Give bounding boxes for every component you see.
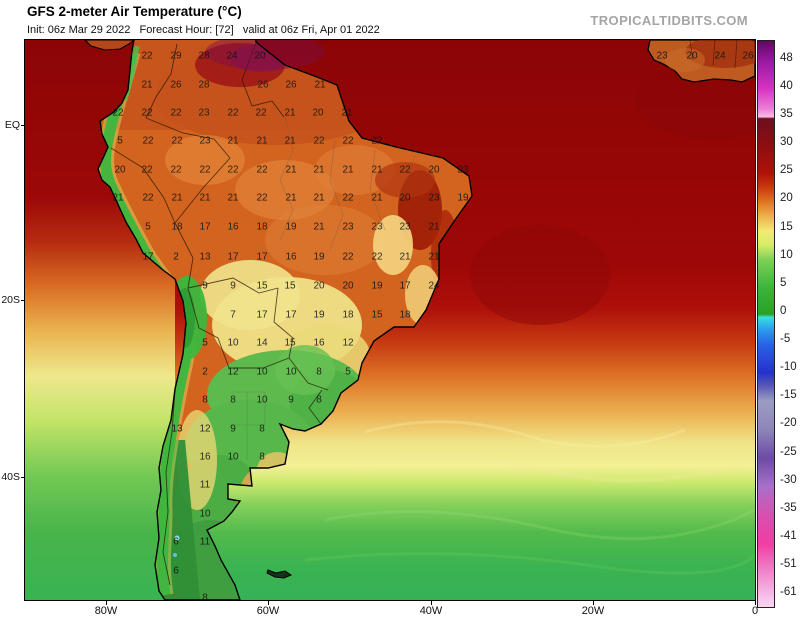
- lon-label-20w: 20W: [581, 605, 605, 617]
- caribbean-purple-patch: [205, 40, 325, 70]
- map-area[interactable]: 22 29 28 24 20 23 20 24 26 21 26 28 26 26 21 22 22 22 23 22…: [24, 39, 756, 601]
- init-forecast-line: Init: 06z Mar 29 2022 Forecast Hour: [72…: [27, 24, 380, 36]
- falkland-islands: [266, 569, 293, 579]
- lat-tick: [21, 125, 25, 126]
- south-america-coastline: [97, 40, 473, 600]
- colorbar-label-5: 5: [780, 277, 787, 289]
- lat-label-eq: EQ: [4, 119, 20, 131]
- lon-tick: [593, 601, 594, 605]
- south-america-temperature-map: [25, 40, 755, 600]
- lon-label-40w: 40W: [419, 605, 443, 617]
- lat-label-20s: 20S: [1, 294, 20, 306]
- colorbar-label-35: 35: [780, 108, 793, 120]
- lat-tick: [21, 477, 25, 478]
- lon-tick: [431, 601, 432, 605]
- colorbar-label--30: -30: [780, 474, 797, 486]
- warm-atlantic-blob: [470, 225, 610, 325]
- colorbar-label--20: -20: [780, 417, 797, 429]
- colorbar-label--51: -51: [780, 558, 797, 570]
- colorbar-label--35: -35: [780, 502, 797, 514]
- colorbar-label-10: 10: [780, 249, 793, 261]
- colorbar-label--61: -61: [780, 586, 797, 598]
- page-title: GFS 2-meter Air Temperature (°C): [27, 4, 242, 19]
- colorbar: [757, 40, 775, 608]
- colorbar-label-20: 20: [780, 192, 793, 204]
- admin-borders: [230, 116, 416, 460]
- colorbar-label-48: 48: [780, 52, 793, 64]
- watermark-tropicaltidbits: TROPICALTIDBITS.COM: [590, 13, 748, 28]
- colorbar-label--5: -5: [780, 333, 791, 345]
- colorbar-label-40: 40: [780, 80, 793, 92]
- colorbar-label--15: -15: [780, 389, 797, 401]
- lon-tick: [106, 601, 107, 605]
- colorbar-label--25: -25: [780, 446, 797, 458]
- colorbar-label-25: 25: [780, 164, 793, 176]
- colorbar-label-15: 15: [780, 221, 793, 233]
- west-africa: [647, 40, 755, 83]
- lon-tick: [268, 601, 269, 605]
- colorbar-label--41: -41: [780, 530, 797, 542]
- panama-strip: [84, 40, 135, 51]
- lon-label-80w: 80W: [94, 605, 118, 617]
- lat-label-40s: 40S: [1, 471, 20, 483]
- colorbar-label-30: 30: [780, 136, 793, 148]
- lon-label-0: 0: [751, 605, 759, 617]
- colorbar-label-0: 0: [780, 305, 787, 317]
- colorbar-label--10: -10: [780, 361, 797, 373]
- lat-tick: [21, 300, 25, 301]
- lon-label-60w: 60W: [256, 605, 280, 617]
- lon-tick: [755, 601, 756, 605]
